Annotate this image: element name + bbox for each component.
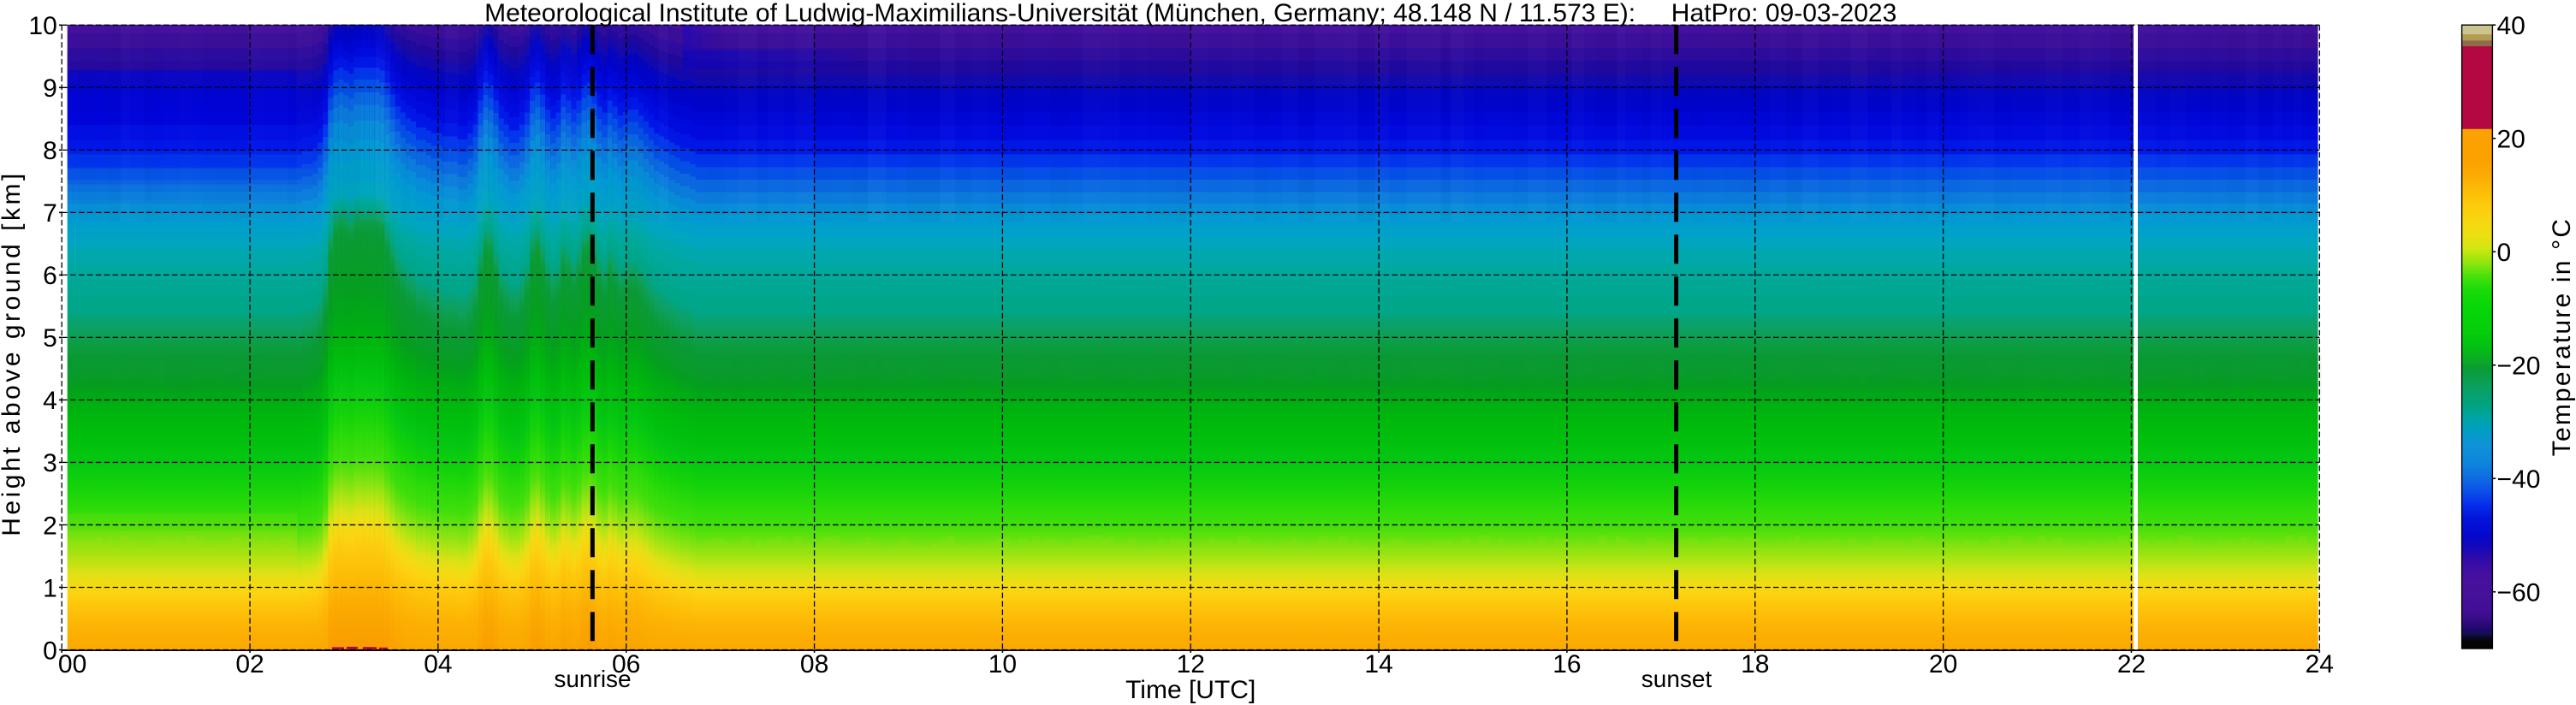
svg-text:5: 5 bbox=[43, 324, 57, 352]
svg-text:−60: −60 bbox=[2497, 579, 2541, 607]
svg-text:16: 16 bbox=[1552, 650, 1581, 678]
svg-text:2: 2 bbox=[43, 512, 57, 540]
svg-text:1: 1 bbox=[43, 574, 57, 602]
svg-text:3: 3 bbox=[43, 449, 57, 477]
svg-text:20: 20 bbox=[1929, 650, 1957, 678]
svg-text:Height above ground [km]: Height above ground [km] bbox=[0, 170, 26, 536]
svg-text:18: 18 bbox=[1741, 650, 1769, 678]
svg-text:12: 12 bbox=[1177, 650, 1205, 678]
svg-text:10: 10 bbox=[28, 12, 56, 40]
svg-text:9: 9 bbox=[43, 74, 57, 103]
svg-text:04: 04 bbox=[424, 650, 452, 678]
svg-text:Time [UTC]: Time [UTC] bbox=[1125, 676, 1255, 704]
svg-text:Temperature in °C: Temperature in °C bbox=[2548, 217, 2576, 457]
svg-text:−40: −40 bbox=[2497, 465, 2541, 494]
svg-text:20: 20 bbox=[2497, 126, 2526, 154]
svg-text:0: 0 bbox=[2497, 239, 2512, 267]
svg-text:4: 4 bbox=[43, 387, 57, 415]
svg-text:7: 7 bbox=[43, 199, 57, 228]
svg-text:24: 24 bbox=[2306, 650, 2334, 678]
svg-text:sunset: sunset bbox=[1641, 666, 1712, 692]
svg-text:6: 6 bbox=[43, 262, 57, 290]
svg-text:sunrise: sunrise bbox=[554, 666, 631, 692]
svg-text:08: 08 bbox=[800, 650, 828, 678]
svg-text:02: 02 bbox=[235, 650, 264, 678]
svg-text:40: 40 bbox=[2497, 12, 2526, 40]
svg-text:0: 0 bbox=[43, 637, 57, 665]
svg-text:8: 8 bbox=[43, 137, 57, 165]
svg-text:−20: −20 bbox=[2497, 352, 2541, 381]
svg-text:Meteorological Institute of Lu: Meteorological Institute of Ludwig-Maxim… bbox=[484, 0, 1896, 27]
svg-text:22: 22 bbox=[2117, 650, 2146, 678]
svg-text:14: 14 bbox=[1364, 650, 1392, 678]
svg-text:06: 06 bbox=[612, 650, 640, 678]
svg-text:00: 00 bbox=[58, 650, 86, 678]
svg-text:10: 10 bbox=[988, 650, 1017, 678]
